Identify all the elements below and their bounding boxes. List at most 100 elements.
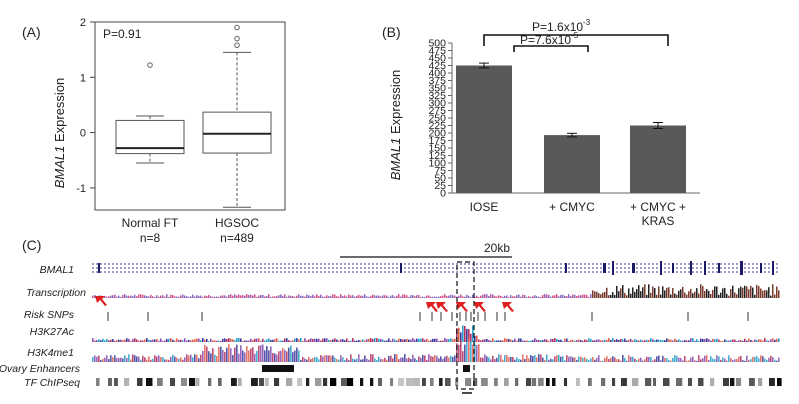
- transcription-signal: [174, 296, 176, 298]
- h3k4me1-signal: [412, 354, 414, 362]
- track-label-h3k4me1: H3K4me1: [27, 347, 74, 359]
- h3k27ac-signal: [252, 339, 254, 342]
- h3k4me1-signal: [512, 356, 514, 362]
- h3k27ac-signal: [390, 340, 392, 342]
- transcription-signal: [308, 295, 310, 298]
- h3k27ac-signal: [462, 325, 464, 342]
- h3k27ac-signal: [144, 339, 146, 342]
- h3k4me1-signal: [700, 359, 702, 362]
- h3k27ac-signal: [514, 338, 516, 342]
- transcription-signal: [506, 295, 508, 298]
- h3k27ac-signal: [242, 340, 244, 342]
- transcription-signal: [558, 296, 560, 298]
- h3k27ac-signal: [688, 340, 690, 342]
- transcription-signal: [516, 295, 518, 298]
- tf-chipseq-peak: [297, 378, 303, 386]
- h3k27ac-signal: [706, 338, 708, 342]
- transcription-signal: [228, 295, 230, 298]
- h3k4me1-signal: [308, 356, 310, 362]
- panel-b-ytick-label: 100: [428, 158, 446, 170]
- tf-chipseq-peak: [341, 378, 348, 386]
- transcription-signal: [314, 296, 316, 298]
- h3k27ac-signal: [374, 338, 376, 342]
- h3k27ac-signal: [632, 340, 634, 342]
- h3k4me1-signal: [298, 350, 300, 362]
- transcription-signal: [648, 284, 650, 298]
- transcription-signal: [136, 296, 138, 298]
- h3k27ac-signal: [368, 338, 370, 342]
- h3k4me1-signal: [294, 350, 296, 362]
- h3k4me1-signal: [528, 358, 530, 362]
- h3k27ac-signal: [752, 340, 754, 342]
- h3k27ac-signal: [508, 338, 510, 342]
- transcription-signal: [114, 294, 116, 298]
- h3k27ac-signal: [314, 338, 316, 342]
- exon: [632, 263, 635, 273]
- h3k4me1-signal: [660, 360, 662, 362]
- transcription-signal: [168, 296, 170, 298]
- h3k27ac-signal: [442, 340, 444, 342]
- h3k27ac-signal: [722, 340, 724, 342]
- transcription-signal: [298, 294, 300, 298]
- box: [202, 111, 272, 154]
- h3k4me1-signal: [602, 360, 604, 362]
- h3k4me1-signal: [772, 357, 774, 362]
- h3k4me1-signal: [314, 357, 316, 362]
- h3k4me1-signal: [150, 359, 152, 362]
- transcription-signal: [182, 294, 184, 298]
- h3k4me1-signal: [432, 356, 434, 362]
- h3k4me1-signal: [190, 354, 192, 362]
- transcription-signal: [128, 295, 130, 298]
- tf-chipseq-peak: [552, 378, 556, 386]
- transcription-signal: [176, 296, 178, 298]
- transcription-signal: [112, 295, 114, 298]
- h3k27ac-signal: [400, 339, 402, 342]
- h3k4me1-signal: [198, 358, 200, 362]
- tf-chipseq-peak: [231, 378, 237, 386]
- panel-b-ytick-label: 450: [428, 53, 446, 65]
- h3k27ac-signal: [526, 340, 528, 342]
- panel-b-ytick-label: 200: [428, 128, 446, 140]
- h3k4me1-signal: [520, 359, 522, 362]
- h3k27ac-signal: [622, 339, 624, 342]
- h3k4me1-signal: [148, 356, 150, 362]
- h3k27ac-signal: [298, 339, 300, 342]
- h3k4me1-signal: [256, 350, 258, 362]
- h3k4me1-signal: [134, 355, 136, 362]
- h3k27ac-signal: [152, 339, 154, 342]
- h3k27ac-signal: [274, 339, 276, 342]
- h3k4me1-signal: [632, 356, 634, 362]
- h3k27ac-signal: [222, 338, 224, 342]
- h3k27ac-signal: [378, 338, 380, 342]
- h3k4me1-signal: [744, 360, 746, 362]
- h3k27ac-signal: [394, 339, 396, 342]
- transcription-signal: [686, 294, 688, 298]
- h3k27ac-track: [92, 325, 780, 342]
- panel-b-ytick-label: 500: [428, 38, 446, 50]
- h3k4me1-signal: [566, 355, 568, 362]
- h3k4me1-signal: [210, 353, 212, 362]
- h3k4me1-signal: [160, 357, 162, 362]
- tf-chipseq-peak: [265, 378, 269, 386]
- h3k4me1-signal: [120, 357, 122, 362]
- transcription-signal: [628, 288, 630, 298]
- h3k27ac-signal: [188, 339, 190, 342]
- transcription-signal: [562, 294, 564, 298]
- h3k27ac-signal: [666, 338, 668, 342]
- h3k27ac-signal: [150, 340, 152, 342]
- h3k4me1-signal: [468, 338, 470, 362]
- transcription-signal: [280, 294, 282, 298]
- transcription-signal: [500, 295, 502, 298]
- h3k27ac-signal: [712, 338, 714, 342]
- h3k27ac-signal: [302, 340, 304, 342]
- h3k4me1-signal: [742, 360, 744, 362]
- h3k4me1-signal: [374, 358, 376, 362]
- transcription-signal: [452, 295, 454, 298]
- h3k27ac-signal: [208, 340, 210, 342]
- h3k4me1-signal: [548, 359, 550, 362]
- transcription-signal: [448, 295, 450, 298]
- h3k27ac-signal: [634, 339, 636, 342]
- h3k4me1-signal: [430, 355, 432, 362]
- transcription-signal: [694, 291, 696, 298]
- h3k4me1-signal: [324, 355, 326, 362]
